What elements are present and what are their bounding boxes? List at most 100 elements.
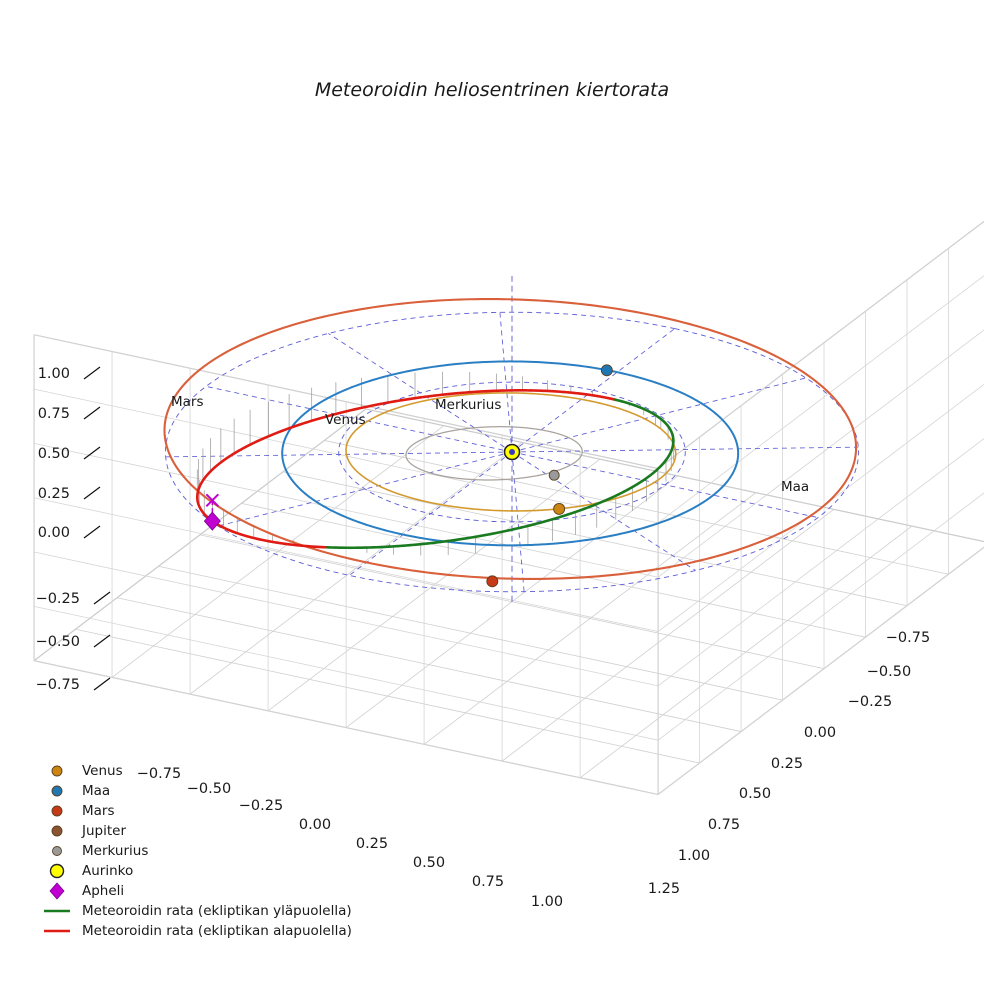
polar-radial-line <box>511 451 696 571</box>
orbit-mars <box>163 297 858 580</box>
legend-label: Jupiter <box>81 823 126 839</box>
grid-line <box>33 660 659 795</box>
y-tick-label: 0.75 <box>708 817 740 833</box>
z-tick-mark <box>93 634 111 648</box>
legend-label: Apheli <box>82 883 124 899</box>
orbit-curves <box>163 297 858 580</box>
annotation-merkurius: Merkurius <box>435 397 501 413</box>
z-tick-label: −0.25 <box>36 591 80 607</box>
x-tick-label: 0.25 <box>356 836 388 852</box>
z-tick-label: 0.50 <box>38 446 70 462</box>
body-markers <box>203 364 613 588</box>
z-tick-label: 0.00 <box>38 525 70 541</box>
grid-line <box>33 408 367 661</box>
y-tick-label: −0.75 <box>886 630 930 646</box>
orbit-maa <box>281 360 740 547</box>
legend-marker-icon <box>51 805 63 817</box>
z-tick-mark <box>83 366 101 380</box>
legend-item-apheli[interactable]: Apheli <box>49 882 124 900</box>
legend: Venus Maa Mars Jupiter Merkurius Aurinko Aphel… <box>44 763 352 939</box>
legend-item-rata-ylapuolella[interactable]: Meteoroidin rata (ekliptikan yläpuolella… <box>44 903 352 919</box>
body-marker-mars <box>486 575 499 588</box>
grid-line <box>657 438 984 687</box>
z-tick-mark <box>93 591 111 605</box>
legend-marker-icon <box>52 846 62 856</box>
x-tick-label: 0.00 <box>299 817 331 833</box>
body-marker-venus <box>553 502 566 515</box>
sun-core-icon <box>509 449 515 455</box>
x-tick-label: 0.50 <box>413 855 445 871</box>
polar-circle <box>338 381 686 523</box>
grid-line <box>33 605 659 741</box>
legend-label: Mars <box>82 803 115 819</box>
legend-item-rata-alapuolella[interactable]: Meteoroidin rata (ekliptikan alapuolella… <box>44 923 352 939</box>
legend-label: Meteoroidin rata (ekliptikan yläpuolella… <box>82 903 352 919</box>
annotation-venus: Venus <box>325 412 366 428</box>
z-tick-label: −0.75 <box>36 677 80 693</box>
meteoroid-orbit-above-ecliptic <box>613 398 663 421</box>
polar-radial-line <box>217 451 513 527</box>
meteoroid-orbit-above-ecliptic <box>324 417 675 550</box>
polar-radial-line <box>511 377 807 453</box>
legend-item-maa[interactable]: Maa <box>51 783 110 799</box>
z-tick-label: −0.50 <box>36 634 80 650</box>
legend-marker-icon <box>49 863 65 879</box>
grid-line <box>267 458 601 712</box>
grid-line <box>657 220 984 469</box>
z-tick-mark <box>83 525 101 539</box>
z-tick-label: 0.75 <box>38 406 70 422</box>
x-tick-label: −0.25 <box>239 798 283 814</box>
y-tick-label: 1.00 <box>678 848 710 864</box>
z-tick-mark <box>83 446 101 460</box>
grid-line <box>657 546 984 795</box>
grid-line <box>579 525 913 779</box>
legend-item-merkurius[interactable]: Merkurius <box>52 843 149 859</box>
legend-label: Venus <box>82 763 123 779</box>
legend-marker-icon <box>51 825 63 837</box>
y-tick-label: 0.00 <box>804 725 836 741</box>
legend-label: Merkurius <box>82 843 148 859</box>
grid-line <box>33 443 659 578</box>
legend-label: Aurinko <box>82 863 133 879</box>
grid-line <box>189 442 523 695</box>
aphelion-projection-marker <box>205 493 220 507</box>
body-labels: Mars Venus Merkurius Maa <box>171 394 809 495</box>
page-title: Meteoroidin heliosentrinen kiertorata <box>315 79 669 101</box>
y-tick-label: −0.50 <box>867 664 911 680</box>
x-tick-label: −0.75 <box>137 766 181 782</box>
legend-label: Meteoroidin rata (ekliptikan alapuolella… <box>82 923 352 939</box>
polar-radial-line <box>511 446 859 453</box>
grid-line <box>365 408 984 542</box>
grid-line <box>657 275 984 524</box>
legend-item-mars[interactable]: Mars <box>51 803 115 819</box>
z-tick-mark <box>93 677 111 691</box>
x-tick-label: 1.00 <box>531 894 563 910</box>
legend-marker-icon <box>51 765 63 777</box>
y-tick-label: 1.25 <box>648 881 680 897</box>
legend-item-venus[interactable]: Venus <box>51 763 123 779</box>
legend-item-aurinko[interactable]: Aurinko <box>49 863 134 879</box>
y-tick-label: 0.25 <box>771 756 803 772</box>
legend-label: Maa <box>82 783 110 799</box>
x-tick-label: 0.75 <box>472 874 504 890</box>
body-marker-merkurius <box>548 469 560 481</box>
legend-marker-icon <box>49 882 65 900</box>
grid-line <box>657 329 984 578</box>
grid-line <box>423 492 757 745</box>
z-tick-mark <box>83 406 101 420</box>
grid-line <box>111 425 445 678</box>
meteoroid-orbit-below-ecliptic <box>195 389 617 549</box>
legend-marker-icon <box>51 785 63 797</box>
z-tick-mark <box>83 486 101 500</box>
annotation-mars: Mars <box>171 394 204 410</box>
y-tick-label: 0.50 <box>739 786 771 802</box>
grid-line <box>33 497 659 632</box>
z-tick-label: 1.00 <box>38 366 70 382</box>
body-marker-maa <box>600 364 613 377</box>
grid-line <box>33 334 659 469</box>
legend-item-jupiter[interactable]: Jupiter <box>51 823 126 839</box>
polar-reference-grid <box>164 275 860 602</box>
